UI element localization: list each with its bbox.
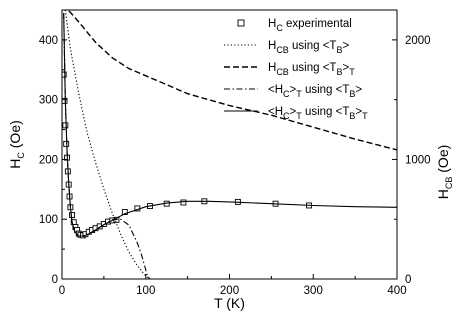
legend-entry: HCB using <TB>T xyxy=(224,62,355,77)
y-left-tick-label: 400 xyxy=(39,35,58,47)
series-layer xyxy=(62,10,397,279)
y-left-tick-label: 200 xyxy=(39,154,58,166)
y-right-tick-label: 2000 xyxy=(405,35,431,47)
y-left-axis-label: HC (Oe) xyxy=(7,120,26,169)
legend-entry: <HC>T using <TB> xyxy=(224,84,362,99)
series-line-dotted xyxy=(64,10,151,279)
x-tick-label: 300 xyxy=(304,285,323,297)
legend-swatch xyxy=(237,19,245,27)
data-point xyxy=(69,212,76,218)
legend-label: <HC>T using <TB>T xyxy=(268,106,368,121)
y-left-tick-label: 0 xyxy=(52,274,58,286)
legend: HC experimental HCB using <TB> HCB using <… xyxy=(224,18,368,121)
x-tick-label: 0 xyxy=(59,285,65,297)
legend-label: HCB using <TB> xyxy=(268,40,349,55)
legend-label: <HC>T using <TB> xyxy=(268,84,362,99)
x-axis-label: T (K) xyxy=(214,295,245,311)
data-point xyxy=(62,122,69,129)
series-line-solid xyxy=(63,12,397,237)
data-point xyxy=(62,97,68,104)
data-point xyxy=(62,71,67,78)
legend-entry: <HC>T using <TB>T xyxy=(224,106,368,121)
data-point xyxy=(121,209,128,215)
series-line-dashed xyxy=(66,10,397,151)
x-tick-label: 100 xyxy=(136,285,155,297)
legend-label: HCB using <TB>T xyxy=(268,62,355,77)
y-right-axis-label: HCB (Oe) xyxy=(435,145,452,200)
legend-entry: HC experimental xyxy=(237,18,352,33)
legend-label: HC experimental xyxy=(268,18,352,33)
x-tick-label: 400 xyxy=(387,285,406,297)
y-right-tick-label: 1000 xyxy=(405,154,431,166)
legend-entry: HCB using <TB> xyxy=(224,40,349,55)
x-tick-label: 200 xyxy=(220,285,239,297)
y-right-tick-label: 0 xyxy=(405,274,411,286)
y-left-tick-label: 100 xyxy=(39,214,58,226)
data-point xyxy=(180,199,187,206)
y-left-tick-label: 300 xyxy=(39,95,58,107)
